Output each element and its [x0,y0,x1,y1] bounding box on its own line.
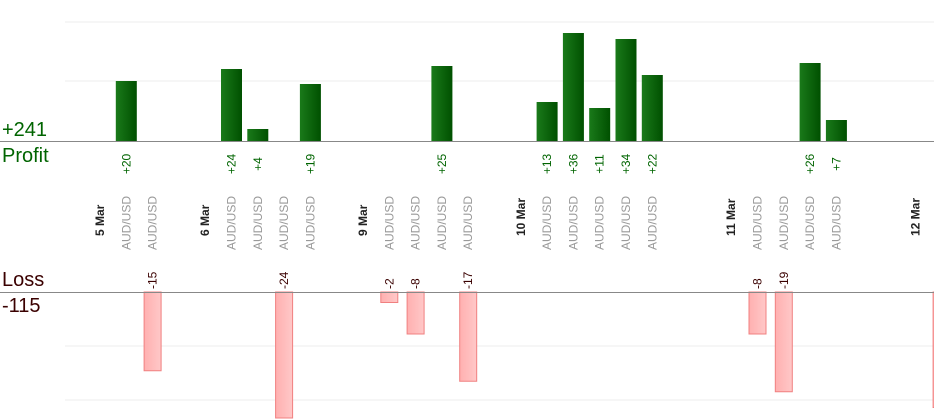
symbol-label: AUD/USD [461,196,475,250]
profit-bar [299,84,321,141]
loss-value-label: -24 [277,271,291,289]
symbol-label: AUD/USD [593,196,607,250]
symbol-label: AUD/USD [303,196,317,250]
loss-bar [406,291,425,335]
profit-bar [221,69,242,141]
loss-value-label: -8 [409,278,423,289]
symbol-label: AUD/USD [619,196,633,250]
loss-value-label: -17 [461,271,475,289]
profit-value-label: +13 [540,153,554,174]
profit-value-label: +22 [645,153,659,174]
date-label: 9 Mar [356,204,370,236]
loss-value-label: -8 [751,278,765,289]
date-label: 6 Mar [198,204,212,236]
symbol-label: AUD/USD [409,196,423,250]
profit-bar [799,63,821,141]
profit-value-label: +34 [619,153,633,174]
profit-value-label: +25 [435,153,449,174]
symbol-label: AUD/USD [119,196,133,250]
profit-value-label: +36 [566,153,580,174]
symbol-label: AUD/USD [829,196,843,250]
profit-bar [115,81,137,141]
loss-value-label: -19 [777,271,791,289]
profit-bar [247,129,269,141]
loss-label: Loss [2,269,45,291]
symbol-label: AUD/USD [435,196,449,250]
symbol-label: AUD/USD [751,196,765,250]
loss-bar [774,291,793,393]
symbol-label: AUD/USD [225,196,239,250]
profit-bar [615,39,637,141]
symbol-label: AUD/USD [146,196,160,250]
profit-value-label: +11 [593,154,607,174]
symbol-label: AUD/USD [566,196,580,250]
profit-total: +241 [2,119,48,141]
profit-bar [589,108,611,141]
profit-bar [641,75,663,141]
symbol-label: AUD/USD [803,196,817,250]
symbol-label: AUD/USD [645,196,659,250]
profit-value-label: +19 [303,153,317,174]
date-label: 11 Mar [724,198,738,236]
symbol-label: AUD/USD [777,196,791,250]
profit-value-label: +24 [225,153,239,174]
loss-bar [143,291,162,372]
profit-value-label: +26 [803,153,817,174]
profit-value-label: +4 [251,157,265,171]
loss-bar [748,291,767,335]
date-label: 10 Mar [514,198,528,236]
profit-bar [825,120,847,141]
loss-bar [275,291,294,419]
profit-bar [431,66,453,141]
loss-bar [459,291,478,382]
loss-bar [380,291,399,303]
loss-value-label: -15 [146,271,160,289]
symbol-label: AUD/USD [540,196,554,250]
symbol-label: AUD/USD [251,196,265,250]
profit-label: Profit [2,145,49,167]
loss-value-label: -2 [382,278,396,289]
profit-value-label: +20 [119,153,133,174]
date-label: 12 Mar [908,198,922,236]
symbol-label: AUD/USD [382,196,396,250]
symbol-label: AUD/USD [277,196,291,250]
profit-value-label: +7 [829,157,843,171]
date-label: 5 Mar [93,204,107,236]
profit-bar [562,33,584,141]
profit-bar [536,102,558,141]
loss-total: -115 [2,295,41,317]
